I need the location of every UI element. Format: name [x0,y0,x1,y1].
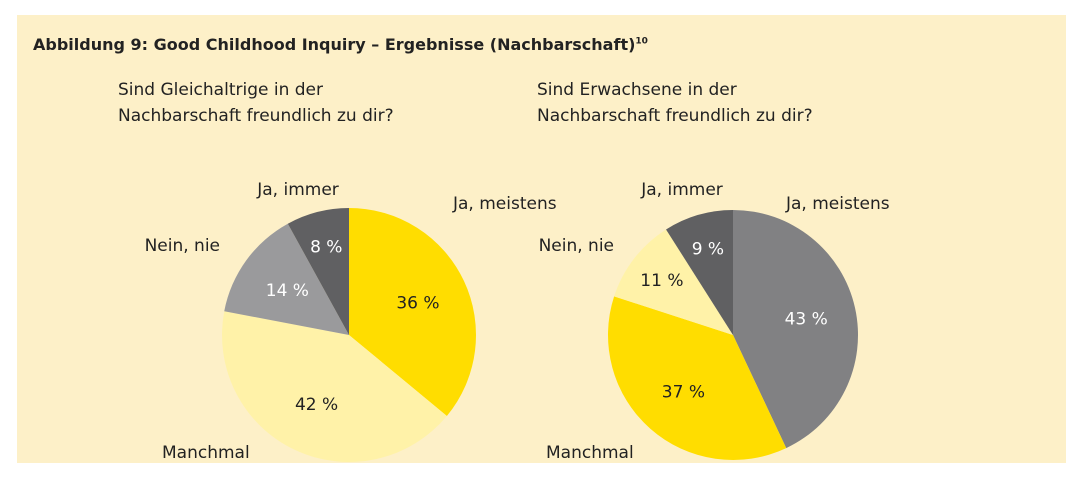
value-label: 42 % [295,395,338,415]
category-label: Ja, immer [256,180,339,200]
pie-slice [287,208,349,335]
pie-slice [224,223,349,335]
pie-slice [221,311,447,462]
value-label: 37 % [662,382,705,402]
value-label: 9 % [692,240,724,260]
figure-title: Abbildung 9: Good Childhood Inquiry – Er… [33,35,648,54]
title-text: Abbildung 9: Good Childhood Inquiry – Er… [33,35,636,54]
category-label: Ja, meistens [452,194,557,214]
pie-slice [733,210,859,449]
category-label: Manchmal [546,443,634,463]
value-label: 11 % [640,271,683,291]
category-label: Manchmal [162,443,250,463]
pie-slice [614,229,733,335]
pie-question: Sind Gleichaltrige in der Nachbarschaft … [118,80,394,126]
value-label: 8 % [310,237,342,257]
category-label: Nein, nie [539,236,614,256]
value-label: 36 % [396,294,439,314]
category-label: Nein, nie [145,236,220,256]
panel [17,15,1066,463]
footnote-mark: 10 [635,36,648,47]
category-label: Ja, meistens [785,194,890,214]
pie-slice [349,208,476,416]
value-label: 14 % [266,281,309,301]
pie-slice [666,210,733,335]
pie-slice [607,296,787,461]
value-label: 43 % [785,310,828,330]
category-label: Ja, immer [640,180,723,200]
pie-question: Sind Erwachsene in der Nachbarschaft fre… [537,80,813,126]
